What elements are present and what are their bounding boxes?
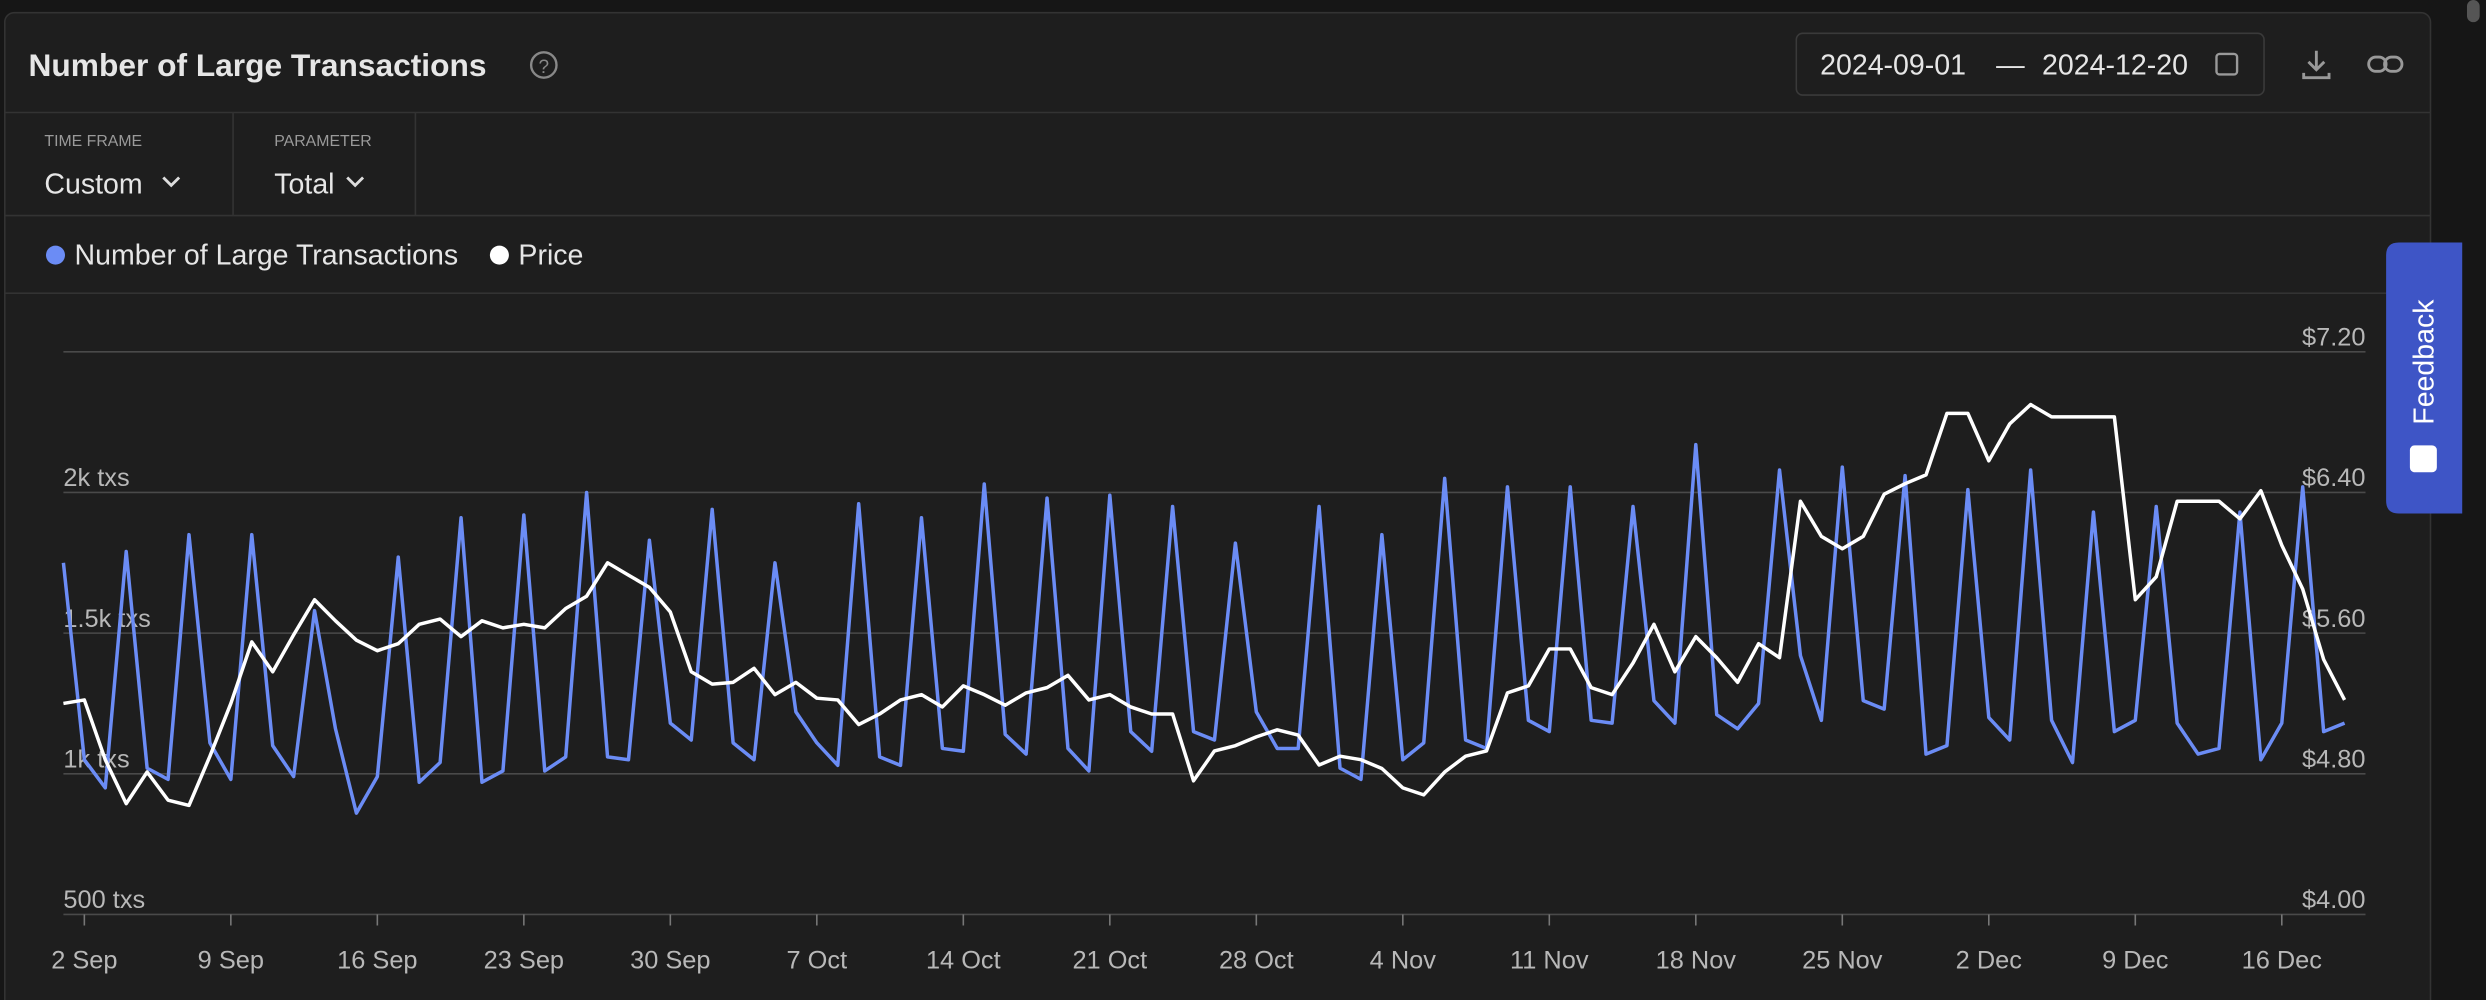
panel <box>3 11 2432 1000</box>
y2-tick-label: $7.20 <box>2302 323 2365 351</box>
x-tick-label: 16 Sep <box>337 946 417 974</box>
x-tick-label: 9 Dec <box>2102 946 2169 974</box>
x-tick-label: 25 Nov <box>1802 946 1883 974</box>
time-frame-control[interactable]: TIME FRAME Custom <box>44 133 181 201</box>
x-tick-label: 9 Sep <box>198 946 264 974</box>
link-icon[interactable] <box>2367 55 2404 73</box>
date-separator: — <box>1996 49 2025 81</box>
y2-tick-label: $4.80 <box>2302 745 2365 773</box>
x-tick-label: 2 Sep <box>51 946 117 974</box>
series-line <box>63 402 2347 808</box>
scrollbar <box>2466 0 2480 23</box>
date-end: 2024-12-20 <box>2042 49 2188 81</box>
feedback-icon <box>2409 445 2437 473</box>
legend-label: Number of Large Transactions <box>75 240 459 272</box>
x-tick-label: 7 Oct <box>787 946 848 974</box>
svg-text:?: ? <box>539 57 550 78</box>
x-tick-label: 21 Oct <box>1072 946 1147 974</box>
x-tick-label: 18 Nov <box>1656 946 1737 974</box>
y-tick-label: 500 txs <box>63 886 145 914</box>
date-range[interactable]: 2024-09-01 — 2024-12-20 <box>1795 32 2265 96</box>
legend-swatch <box>489 245 509 265</box>
legend: Number of Large Transactions Price <box>45 240 583 272</box>
x-tick-label: 28 Oct <box>1219 946 1294 974</box>
control-value: Total <box>274 168 334 200</box>
help-icon[interactable]: ? <box>529 51 558 79</box>
control-label: TIME FRAME <box>44 133 142 150</box>
series-line <box>61 442 2346 815</box>
x-tick-label: 4 Nov <box>1370 946 1437 974</box>
x-tick-label: 30 Sep <box>630 946 710 974</box>
x-tick-label: 16 Dec <box>2242 946 2323 974</box>
y-tick-label: 1.5k txs <box>63 605 150 633</box>
y2-tick-label: $6.40 <box>2302 464 2365 492</box>
control-value: Custom <box>44 168 142 200</box>
calendar-icon <box>2215 52 2239 76</box>
y-tick-label: 1k txs <box>63 745 129 773</box>
x-tick-label: 14 Oct <box>926 946 1001 974</box>
y2-tick-label: $4.00 <box>2302 886 2365 914</box>
legend-label: Price <box>518 240 583 272</box>
date-start: 2024-09-01 <box>1820 49 1966 81</box>
y-tick-label: 2k txs <box>63 464 129 492</box>
x-tick-label: 11 Nov <box>1510 946 1589 974</box>
feedback-label: Feedback <box>2409 299 2441 425</box>
feedback-button[interactable]: Feedback <box>2386 242 2463 514</box>
title: Number of Large Transactions <box>29 47 487 83</box>
x-tick-label: 2 Dec <box>1956 946 2023 974</box>
legend-swatch <box>45 245 66 265</box>
x-tick-label: 23 Sep <box>484 946 564 974</box>
control-label: PARAMETER <box>274 133 371 150</box>
parameter-control[interactable]: PARAMETER Total <box>274 133 371 201</box>
download-icon[interactable] <box>2302 50 2331 80</box>
